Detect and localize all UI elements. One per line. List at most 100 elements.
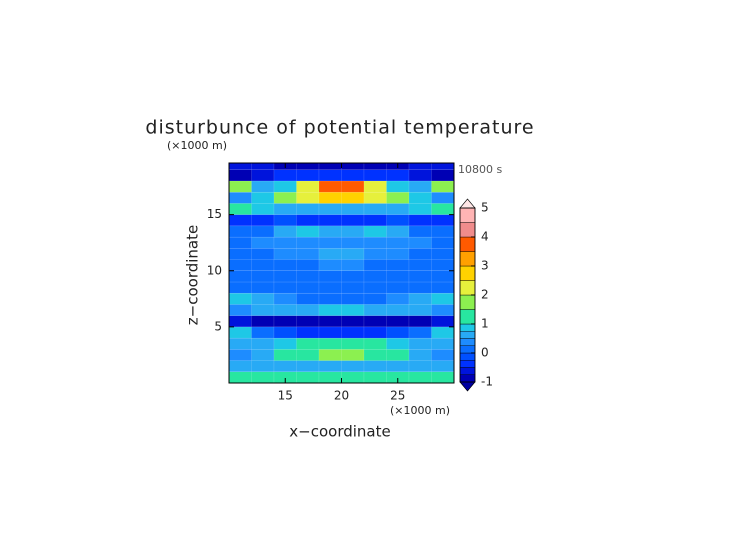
cell (273, 214, 297, 227)
cell (228, 169, 252, 182)
cell (228, 180, 252, 193)
colorbar-bin (459, 352, 476, 361)
cell (363, 292, 387, 305)
cell (296, 326, 320, 339)
cell (228, 270, 252, 283)
cell (386, 326, 410, 339)
cell (228, 259, 252, 272)
cell (251, 214, 275, 227)
cell (408, 349, 432, 361)
cell (318, 371, 342, 384)
cell (273, 259, 297, 272)
cell (386, 248, 410, 260)
cell (386, 304, 410, 316)
cell (341, 248, 365, 260)
cell (296, 315, 320, 328)
cell (296, 371, 320, 384)
cell (273, 225, 297, 238)
y-tick-label: 5 (214, 319, 222, 333)
cell (318, 259, 342, 272)
y-tick-label: 15 (207, 207, 222, 221)
cell (318, 214, 342, 227)
cell (431, 326, 455, 339)
cell (408, 236, 432, 249)
cell (363, 203, 387, 215)
cell (408, 360, 432, 373)
y-axis-label: z−coordinate (184, 225, 202, 325)
cell (363, 180, 387, 193)
cell (408, 248, 432, 260)
cell (296, 349, 320, 361)
cell (296, 360, 320, 373)
cell (318, 169, 342, 182)
cell (341, 203, 365, 215)
cell (363, 337, 387, 350)
colorbar-tick-label: -1 (481, 375, 493, 389)
cell (363, 259, 387, 272)
cell (273, 292, 297, 305)
cell (431, 371, 455, 384)
cell (318, 304, 342, 316)
time-label: 10800 s (458, 163, 502, 176)
cell (408, 203, 432, 215)
cell (341, 225, 365, 238)
cell (273, 326, 297, 339)
cell (318, 203, 342, 215)
cell (318, 349, 342, 361)
cell (386, 292, 410, 305)
cell (341, 326, 365, 339)
cell (408, 270, 432, 283)
cell (363, 371, 387, 384)
cell (341, 371, 365, 384)
cell (318, 292, 342, 305)
cell (251, 315, 275, 328)
cell (296, 203, 320, 215)
cell (363, 270, 387, 283)
cell (228, 315, 252, 328)
cell (228, 236, 252, 249)
cell (386, 225, 410, 238)
cell (318, 315, 342, 328)
cell (251, 236, 275, 249)
cell (341, 315, 365, 328)
cell (318, 191, 342, 204)
y-tick-label: 10 (207, 263, 222, 277)
cell (386, 281, 410, 294)
cell (408, 337, 432, 350)
cell (273, 191, 297, 204)
cell (431, 248, 455, 260)
cell (408, 191, 432, 204)
cell (251, 326, 275, 339)
cell (386, 214, 410, 227)
cell (296, 281, 320, 294)
cell (296, 191, 320, 204)
cell (228, 326, 252, 339)
cell (408, 371, 432, 384)
cell (228, 203, 252, 215)
x-tick-label: 20 (334, 389, 349, 403)
cell (228, 225, 252, 238)
cell (386, 349, 410, 361)
x-unit: (×1000 m) (390, 404, 450, 417)
cell (363, 326, 387, 339)
cell (408, 225, 432, 238)
cell (273, 203, 297, 215)
cell (318, 337, 342, 350)
chart-title: disturbunce of potential temperature (145, 117, 534, 139)
cell (363, 360, 387, 373)
cell (341, 304, 365, 316)
cell (318, 236, 342, 249)
cell (408, 315, 432, 328)
colorbar-bin (459, 309, 476, 325)
cell (363, 248, 387, 260)
cell (251, 371, 275, 384)
cell (296, 169, 320, 182)
cell (251, 180, 275, 193)
cell (341, 292, 365, 305)
cell (251, 270, 275, 283)
cell (318, 270, 342, 283)
cell (228, 214, 252, 227)
cell (386, 191, 410, 204)
cell (341, 214, 365, 227)
